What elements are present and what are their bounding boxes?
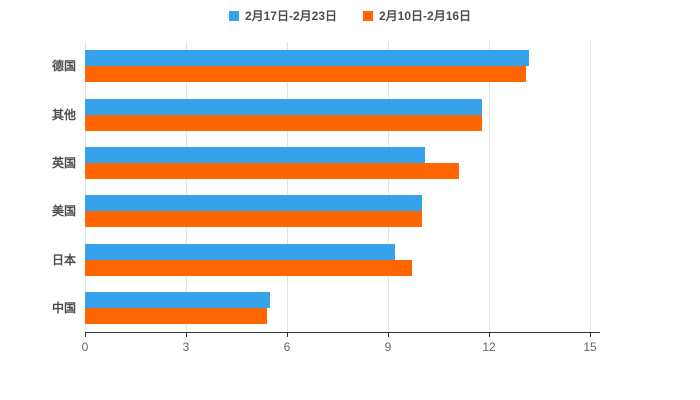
bar-segment[interactable] (85, 211, 422, 228)
bar-segment[interactable] (85, 195, 422, 212)
legend-item-week-feb10-16[interactable]: 2月10日-2月16日 (363, 7, 471, 24)
y-axis-category-label: 德国 (51, 59, 76, 74)
legend-swatch-orange-icon (363, 10, 373, 21)
legend-label: 2月17日-2月23日 (244, 9, 337, 23)
gridline (287, 42, 288, 332)
gridline (388, 42, 389, 332)
legend-swatch-blue-icon (228, 10, 239, 21)
axis-tick (388, 333, 389, 337)
legend: 2月17日-2月23日 2月10日-2月16日 (0, 7, 700, 24)
x-axis-tick-label: 3 (182, 340, 190, 354)
x-axis-tick-label: 15 (583, 340, 597, 354)
bar-segment[interactable] (85, 259, 412, 276)
y-axis-category-label: 其他 (51, 107, 76, 122)
x-axis-line (85, 332, 600, 333)
bar-segment[interactable] (85, 162, 459, 179)
gridline (186, 42, 187, 332)
plot-area (85, 42, 600, 332)
x-axis-tick-label: 12 (482, 340, 496, 354)
gridline (489, 42, 490, 332)
x-axis-tick-label: 0 (81, 340, 89, 354)
bar-segment[interactable] (85, 291, 271, 308)
gridline (590, 42, 591, 332)
y-axis-category-label: 中国 (51, 300, 76, 315)
bar-segment[interactable] (85, 307, 267, 324)
legend-item-week-feb17-23[interactable]: 2月17日-2月23日 (228, 7, 337, 24)
bar-segment[interactable] (85, 146, 426, 163)
x-axis-tick-label: 9 (384, 340, 392, 354)
gridline (85, 42, 86, 332)
bar-segment[interactable] (85, 114, 483, 131)
axis-tick (590, 333, 591, 337)
bar-segment[interactable] (85, 243, 395, 260)
y-axis-category-label: 美国 (51, 204, 76, 219)
bar-segment[interactable] (85, 98, 483, 115)
bar-segment[interactable] (85, 66, 527, 83)
y-axis-category-label: 英国 (51, 155, 76, 170)
axis-tick (287, 333, 288, 337)
axis-tick (489, 333, 490, 337)
x-axis-tick-label: 6 (283, 340, 291, 354)
axis-tick (186, 333, 187, 337)
bar-segment[interactable] (85, 50, 530, 67)
legend-label: 2月10日-2月16日 (379, 9, 472, 23)
y-axis-category-label: 日本 (51, 252, 76, 267)
axis-tick (85, 333, 86, 337)
